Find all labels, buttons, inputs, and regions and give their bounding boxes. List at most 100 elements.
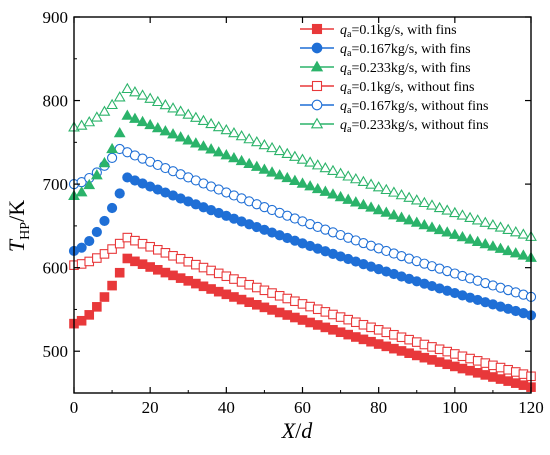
- data-point: [441, 204, 454, 215]
- data-point: [106, 142, 118, 154]
- data-point: [99, 249, 110, 259]
- data-point: [243, 157, 256, 169]
- data-point: [289, 174, 301, 185]
- data-point: [159, 98, 172, 110]
- data-point: [296, 177, 309, 188]
- data-point: [502, 244, 515, 256]
- data-point: [410, 216, 423, 227]
- data-point: [357, 175, 370, 187]
- data-point: [365, 178, 377, 189]
- data-point: [91, 226, 102, 238]
- legend: qa=0.1kg/s, with fins qa=0.167kg/s, with …: [300, 23, 488, 135]
- legend-item: qa=0.167kg/s, without fins: [300, 99, 488, 116]
- legend-label: qa=0.1kg/s, without fins: [340, 80, 474, 97]
- data-point: [76, 242, 87, 253]
- data-point: [266, 141, 278, 153]
- data-point: [517, 228, 530, 239]
- legend-marker: [311, 23, 323, 35]
- data-point: [75, 119, 88, 130]
- legend-marker: [311, 99, 323, 111]
- data-point: [494, 242, 507, 253]
- data-point: [144, 92, 157, 103]
- data-point: [84, 310, 95, 320]
- data-point: [487, 218, 499, 230]
- legend-item: qa=0.233kg/s, with fins: [300, 60, 471, 78]
- data-point: [273, 144, 286, 156]
- data-point: [99, 292, 110, 302]
- data-point: [114, 267, 125, 278]
- data-point: [388, 186, 400, 197]
- data-point: [448, 206, 461, 218]
- data-point: [266, 166, 278, 177]
- data-point: [151, 95, 164, 107]
- data-point: [487, 240, 499, 251]
- data-point: [174, 131, 187, 142]
- data-point: [365, 201, 377, 212]
- data-point: [456, 209, 469, 220]
- data-point: [327, 164, 339, 176]
- data-point: [212, 146, 225, 157]
- data-point: [372, 181, 385, 192]
- data-point: [349, 172, 362, 184]
- data-point: [296, 153, 309, 164]
- legend-label: qa=0.233kg/s, with fins: [340, 61, 471, 78]
- data-point: [99, 215, 110, 227]
- data-point: [220, 123, 233, 135]
- y-axis-label: THP/K: [4, 200, 33, 252]
- data-point: [107, 280, 117, 291]
- legend-marker: [310, 60, 324, 72]
- data-point: [433, 223, 446, 235]
- data-point: [113, 91, 126, 102]
- y-tick-label: 600: [43, 259, 69, 278]
- x-tick-label: 40: [218, 398, 235, 417]
- legend-label: qa=0.1kg/s, with fins: [340, 23, 457, 40]
- data-point: [136, 89, 149, 100]
- data-point: [441, 226, 454, 237]
- data-point: [212, 120, 225, 132]
- data-point: [182, 134, 195, 145]
- data-point: [273, 169, 286, 180]
- data-point: [167, 102, 179, 113]
- data-point: [349, 196, 362, 207]
- data-point: [250, 135, 263, 147]
- data-point: [327, 188, 339, 199]
- data-point: [334, 167, 347, 178]
- data-point: [113, 127, 126, 138]
- legend-label: qa=0.167kg/s, with fins: [340, 42, 471, 59]
- data-point: [281, 171, 294, 183]
- data-point: [151, 121, 164, 133]
- data-point: [380, 183, 393, 195]
- data-point: [403, 214, 416, 225]
- data-point: [182, 108, 195, 119]
- data-point: [289, 150, 301, 161]
- y-tick-label: 700: [43, 175, 69, 194]
- legend-marker: [311, 80, 323, 92]
- x-tick-label: 100: [442, 398, 468, 417]
- data-point: [304, 156, 316, 167]
- data-point: [189, 137, 202, 148]
- data-point: [106, 98, 118, 110]
- data-point: [494, 221, 507, 232]
- data-point: [372, 203, 385, 215]
- data-point: [121, 109, 134, 120]
- x-tick-label: 120: [518, 398, 544, 417]
- data-point: [471, 235, 484, 246]
- data-point: [464, 211, 476, 223]
- data-point: [311, 159, 324, 170]
- series-1: [68, 172, 537, 321]
- data-point: [464, 233, 476, 244]
- data-point: [479, 216, 492, 227]
- data-point: [98, 105, 111, 116]
- legend-item: qa=0.1kg/s, without fins: [300, 80, 474, 97]
- axis-layer: 0 20 40 60 80 100 120 500 600 700 800 900: [43, 8, 544, 417]
- x-tick-label: 80: [370, 398, 387, 417]
- data-point: [509, 247, 522, 258]
- data-point: [502, 223, 515, 234]
- data-point: [250, 160, 263, 171]
- x-tick-label: 60: [294, 398, 311, 417]
- data-point: [144, 118, 157, 130]
- data-point: [311, 182, 324, 194]
- legend-marker: [311, 42, 323, 54]
- data-point: [426, 199, 438, 210]
- data-point: [456, 231, 469, 242]
